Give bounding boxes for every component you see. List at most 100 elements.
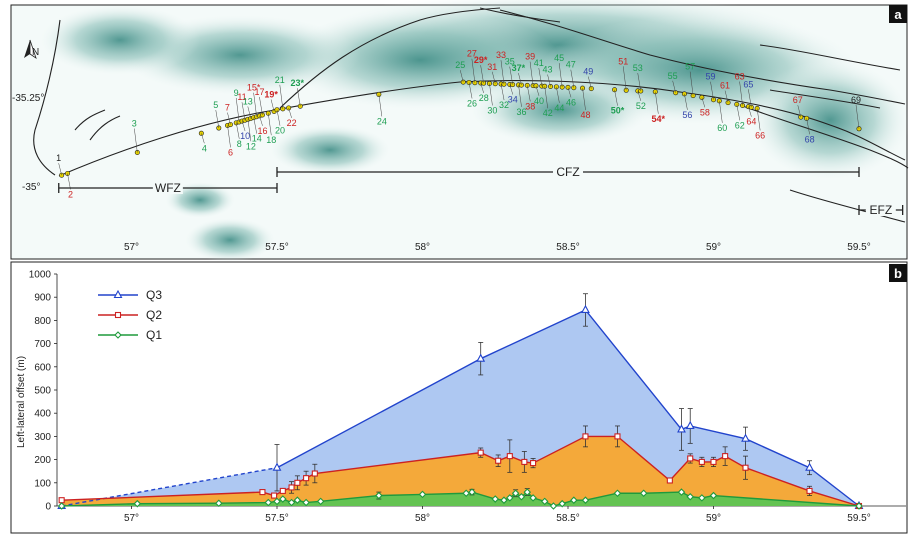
site-leader — [637, 90, 642, 101]
site-leader — [247, 106, 252, 119]
marker-q1 — [273, 497, 281, 506]
zone-bar-efz: EFZ — [858, 202, 904, 217]
site-label: 68 — [805, 134, 815, 144]
site-leader — [558, 63, 563, 88]
zone-bar-cfz: CFZ — [276, 164, 860, 179]
marker-q1 — [375, 491, 383, 500]
site-label: 60 — [717, 123, 727, 133]
fault-zone-bars: WFZ CFZ EFZ — [58, 164, 904, 217]
site-label: 8 — [237, 139, 242, 149]
marker-q2 — [710, 458, 717, 465]
site-label: 49 — [583, 67, 593, 77]
legend-label: Q3 — [146, 288, 162, 302]
line-q3-dashed — [61, 467, 278, 507]
area-q1 — [61, 492, 860, 506]
lon-tick-label: 59.5° — [847, 242, 870, 253]
site-label: 27 — [467, 49, 477, 59]
site-label: 48 — [581, 110, 591, 120]
marker-q2 — [259, 489, 266, 496]
marker-q2 — [521, 458, 528, 465]
marker-q1 — [581, 496, 590, 504]
marker-q1 — [686, 492, 694, 501]
site-label: 5 — [213, 100, 218, 110]
series-markers — [57, 304, 864, 510]
y-tick-label: 800 — [34, 316, 51, 327]
site-leader — [509, 84, 514, 95]
site-leader — [67, 173, 71, 190]
site-leader — [459, 70, 464, 83]
lon-tick-label: 57.5° — [265, 242, 288, 253]
site-marker — [748, 104, 754, 110]
site-leader — [622, 66, 627, 91]
marker-q1 — [133, 499, 142, 508]
site-leader — [236, 122, 240, 139]
site-label: 23* — [291, 78, 305, 88]
legend: Q3 Q2 Q1 — [98, 288, 162, 342]
marker-q1 — [529, 494, 537, 502]
site-leader — [500, 84, 505, 101]
series-areas — [61, 309, 860, 506]
marker-q3 — [581, 304, 590, 314]
site-leader — [736, 104, 741, 121]
site-leader — [748, 89, 752, 108]
y-tick-label: 100 — [34, 478, 51, 489]
site-leader — [235, 97, 240, 122]
x-tick-label: 59.5° — [847, 513, 870, 524]
site-label: 39 — [525, 52, 535, 62]
site-leader — [201, 133, 205, 144]
marker-q1 — [570, 496, 578, 504]
marker-q3 — [677, 424, 686, 433]
lat-label: -35.25° — [12, 93, 44, 104]
x-tick-label: 57° — [124, 513, 139, 524]
marker-q1 — [506, 494, 514, 502]
latitude-labels: -35.25° -35° — [12, 93, 44, 193]
terrain-shading — [40, 0, 910, 262]
site-label: 51 — [618, 56, 628, 66]
marker-q1 — [517, 492, 526, 501]
site-label: 30 — [487, 105, 497, 115]
site-leader — [471, 58, 476, 83]
marker-q3 — [741, 433, 750, 442]
marker-q1 — [855, 502, 863, 510]
site-leader — [288, 107, 292, 119]
marker-q3 — [685, 420, 695, 430]
marker-q1 — [511, 489, 520, 498]
site-leader — [556, 86, 560, 103]
marker-q1 — [491, 495, 500, 503]
site-marker — [673, 90, 679, 96]
site-leader — [509, 66, 513, 85]
y-tick-label: 500 — [34, 386, 51, 397]
y-tick-label: 300 — [34, 432, 51, 443]
marker-q2 — [495, 457, 502, 464]
site-leader — [588, 76, 592, 89]
site-leader — [797, 105, 802, 118]
site-leader — [378, 94, 383, 117]
site-leader — [253, 117, 257, 134]
marker-q1 — [462, 489, 470, 498]
y-tick-label: 0 — [45, 502, 51, 513]
marker-q2 — [722, 453, 729, 460]
site-label: 52 — [636, 101, 646, 111]
site-label: 13 — [243, 96, 253, 106]
site-leader — [227, 112, 231, 125]
site-leader — [268, 113, 272, 136]
site-label: 54* — [652, 114, 666, 124]
site-label: 65 — [743, 79, 753, 89]
site-label: 32 — [499, 100, 509, 110]
site-label: 46 — [566, 97, 576, 107]
longitude-labels: 57° 57.5° 58° 58.5° 59° 59.5° — [124, 242, 871, 253]
site-label: 16 — [258, 126, 268, 136]
marker-q3 — [476, 353, 486, 362]
site-label: 63 — [735, 72, 745, 82]
site-leader — [480, 65, 484, 84]
zone-label-bg — [865, 202, 896, 216]
site-label: 37* — [512, 63, 526, 73]
marker-q2 — [614, 433, 621, 440]
marker-q1 — [418, 490, 427, 499]
zone-label-bg — [152, 180, 183, 194]
site-leader — [739, 81, 743, 106]
marker-q2 — [294, 479, 301, 486]
lon-tick-label: 59° — [706, 242, 721, 253]
site-label: 40 — [534, 96, 544, 106]
marker-q1 — [468, 488, 476, 496]
